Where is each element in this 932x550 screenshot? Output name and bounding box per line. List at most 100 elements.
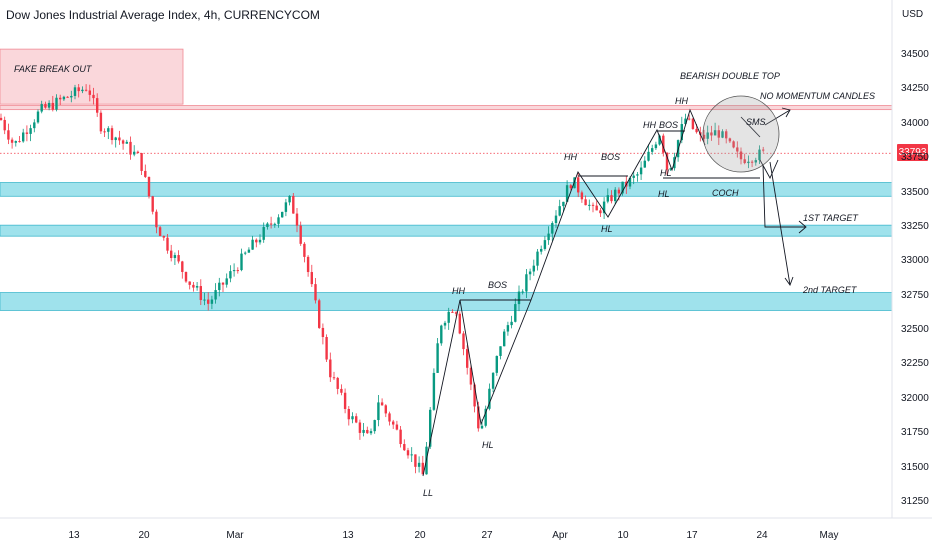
structure-zigzag[interactable] [422,108,706,477]
candle-body [269,223,273,225]
candle-body [210,299,214,304]
candle-body [606,195,609,202]
candle-body [491,372,495,389]
candle-body [103,131,106,133]
support-zone[interactable] [0,182,893,197]
candle-body [713,130,717,136]
time-tick-label: 27 [481,530,493,541]
candle-body [543,240,547,249]
candle-body [717,130,720,138]
price-tick-label: 31500 [901,461,929,473]
chart-annotation: HL [482,440,494,450]
candle-body [728,138,732,142]
chart-annotation: 2nd TARGET [803,285,857,295]
price-tick-label: 33750 [901,152,929,164]
time-tick-label: 20 [138,530,150,541]
candle-body [44,104,47,108]
candle-body [702,134,706,139]
candle-body [51,102,54,110]
candle-body [562,201,565,207]
candle-body [110,128,114,141]
arrow-head[interactable] [798,220,807,234]
candle-body [462,333,465,350]
candle-body [447,311,450,323]
candle-body [392,421,395,425]
candle-body [395,424,399,430]
candle-body [7,130,10,140]
candle-body [654,144,658,149]
candle-body [133,151,136,155]
candle-body [417,462,421,467]
candle-body [321,327,325,338]
candle-body [255,239,258,243]
candle-body [669,168,672,170]
no-momentum-arrow[interactable] [764,109,791,126]
candle-body [144,170,147,177]
candle-body [443,322,447,326]
candle-body [107,128,110,132]
candle-body [240,253,243,271]
candle-body [218,282,221,291]
candle-body [554,215,558,224]
candle-body [147,176,151,197]
arrow-head[interactable] [781,107,791,118]
candle-body [584,199,587,206]
chart-annotation: NO MOMENTUM CANDLES [760,91,876,101]
candle-body [658,135,661,145]
candle-body [22,132,25,142]
candle-body [414,454,417,467]
candle-body [73,87,77,96]
candle-body [343,392,347,409]
candle-body [18,141,21,143]
candle-body [192,284,195,288]
candle-body [369,431,373,434]
candle-body [10,139,14,143]
candle-body [532,265,535,272]
candle-body [88,90,91,95]
candle-body [495,355,498,373]
sms-pointer[interactable] [740,116,761,138]
candle-body [466,349,469,368]
candle-body [725,131,728,139]
candle-body [599,210,602,214]
time-tick-label: 13 [68,530,80,541]
price-tick-label: 33500 [901,186,929,198]
candle-body [366,429,369,434]
price-tick-label: 34250 [901,83,929,95]
candle-body [229,271,232,279]
time-tick-label: 13 [342,530,354,541]
candle-body [184,271,188,282]
candle-body [558,206,561,216]
candle-body [517,291,521,305]
candle-body [351,416,354,420]
second-target-arrow[interactable] [769,161,791,286]
candle-body [436,343,439,373]
candle-body [340,388,343,393]
candle-body [510,321,513,326]
candle-body [0,117,3,120]
price-tick-label: 33250 [901,220,929,232]
candle-body [347,408,350,420]
candle-body [158,227,162,237]
candle-body [665,152,669,170]
candle-body [236,270,239,272]
chart-annotation: 1ST TARGET [803,213,858,223]
chart-annotation: HL [601,224,613,234]
candle-body [540,248,543,252]
support-zone[interactable] [0,292,893,311]
resistance-zone[interactable] [0,48,184,105]
candle-body [3,119,6,131]
candle-body [636,174,639,176]
double-top-highlight[interactable] [702,95,780,173]
candle-body [355,416,358,423]
candle-body [36,111,40,123]
chart-annotation: COCH [712,188,739,198]
candle-body [258,239,262,243]
currency-label[interactable]: USD [902,9,924,20]
first-target-arrow[interactable] [762,164,805,228]
arrow-head[interactable] [784,276,794,286]
candle-body [754,160,757,163]
candle-body [621,181,624,194]
support-zone[interactable] [0,224,893,237]
